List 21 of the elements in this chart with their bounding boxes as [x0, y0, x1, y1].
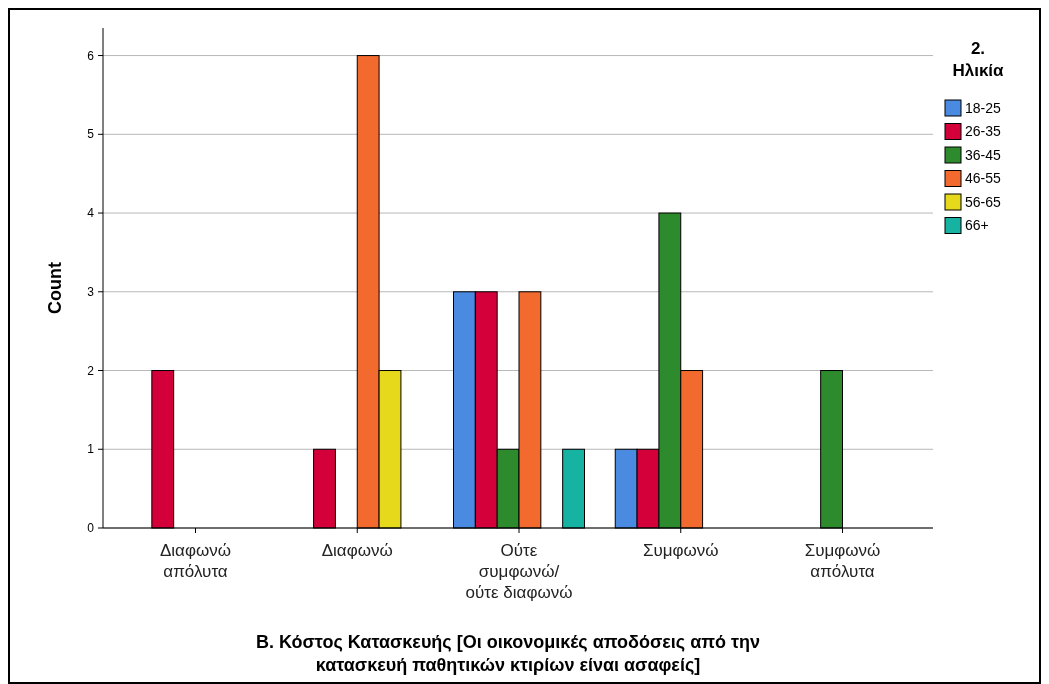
- legend-label: 18-25: [965, 99, 1002, 116]
- y-tick-label: 5: [87, 127, 95, 142]
- legend-label: 66+: [965, 217, 989, 234]
- x-tick-label: Διαφωνώ: [321, 541, 393, 560]
- y-tick-label: 6: [87, 48, 95, 63]
- y-tick-label: 1: [87, 442, 95, 457]
- x-tick-label: Συμφωνώ απόλυτα: [804, 541, 881, 581]
- legend-label: 26-35: [965, 123, 1002, 140]
- legend-label: 56-65: [965, 193, 1002, 210]
- y-axis-title: Count: [45, 262, 65, 314]
- y-tick-label: 2: [87, 363, 95, 378]
- x-axis-title: Β. Κόστος Κατασκευής [Οι οικονομικές αποδόσεις από την κατασκευή παθητικών κτιρίων είναι ασαφείς]: [255, 632, 761, 675]
- y-tick-label: 0: [87, 521, 95, 536]
- y-tick-label: 4: [87, 206, 95, 221]
- x-tick-label: Διαφωνώ απόλυτα: [159, 541, 232, 581]
- legend-title: 2. Ηλικία: [952, 39, 1005, 80]
- x-tick-label: Συμφωνώ: [642, 541, 719, 560]
- y-tick-label: 3: [87, 284, 95, 299]
- legend-label: 46-55: [965, 170, 1002, 187]
- x-tick-label: Ούτε συμφωνώ/ ούτε διαφωνώ: [465, 541, 573, 602]
- legend-label: 36-45: [965, 146, 1002, 163]
